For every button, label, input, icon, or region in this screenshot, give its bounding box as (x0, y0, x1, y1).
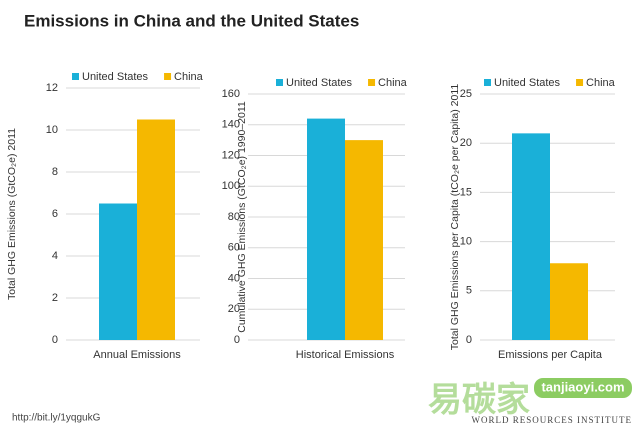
y-tick-label: 10 (46, 124, 58, 136)
watermark-badge (534, 378, 632, 398)
watermark-chinese: 易碳家 (428, 381, 530, 419)
y-tick-label: 0 (234, 334, 240, 346)
y-tick-label: 12 (46, 82, 58, 94)
legend-label: United States (286, 77, 353, 89)
y-tick-label: 100 (222, 180, 240, 192)
legend-swatch (276, 79, 283, 86)
y-tick-label: 2 (52, 292, 58, 304)
bar (99, 203, 137, 340)
legend-label: United States (82, 71, 149, 83)
legend-label: China (378, 77, 408, 89)
y-tick-label: 8 (52, 166, 58, 178)
x-tick-label: Historical Emissions (296, 349, 395, 361)
y-tick-label: 25 (460, 88, 472, 100)
y-tick-label: 20 (228, 303, 240, 315)
y-tick-label: 4 (52, 250, 58, 262)
footer-org: WORLD RESOURCES INSTITUTE (472, 415, 633, 425)
y-tick-label: 40 (228, 272, 240, 284)
legend-swatch (72, 73, 79, 80)
bar (137, 119, 175, 340)
legend-swatch (368, 79, 376, 86)
legend-swatch (164, 73, 172, 80)
page-title: Emissions in China and the United States (24, 11, 359, 30)
legend-label: United States (494, 77, 561, 89)
bar (345, 140, 383, 340)
legend-label: China (174, 71, 204, 83)
watermark-site: tanjiaoyi.com (541, 379, 624, 394)
y-tick-label: 60 (228, 242, 240, 254)
x-tick-label: Annual Emissions (93, 349, 181, 361)
y-tick-label: 10 (460, 236, 472, 248)
legend-label: China (586, 77, 616, 89)
source-link: http://bit.ly/1yqgukG (12, 413, 101, 424)
y-tick-label: 6 (52, 208, 58, 220)
legend-swatch (576, 79, 584, 86)
bar (550, 263, 588, 340)
y-tick-label: 0 (52, 334, 58, 346)
y-axis-title: Total GHG Emissions (GtCO₂e) 2011 (6, 128, 18, 300)
y-tick-label: 0 (466, 334, 472, 346)
x-tick-label: Emissions per Capita (498, 349, 603, 361)
y-tick-label: 20 (460, 137, 472, 149)
legend-swatch (484, 79, 491, 86)
bar (307, 118, 345, 340)
y-tick-label: 160 (222, 88, 240, 100)
bar (512, 133, 550, 340)
y-tick-label: 5 (466, 285, 472, 297)
y-axis-title: Total GHG Emissions per Capita (tCO₂e pe… (449, 84, 461, 351)
y-axis-title: Cumulative GHG Emissions (GtCO₂e) 1990–2… (236, 101, 248, 333)
y-tick-label: 80 (228, 211, 240, 223)
y-tick-label: 140 (222, 119, 240, 131)
y-tick-label: 120 (222, 149, 240, 161)
y-tick-label: 15 (460, 186, 472, 198)
